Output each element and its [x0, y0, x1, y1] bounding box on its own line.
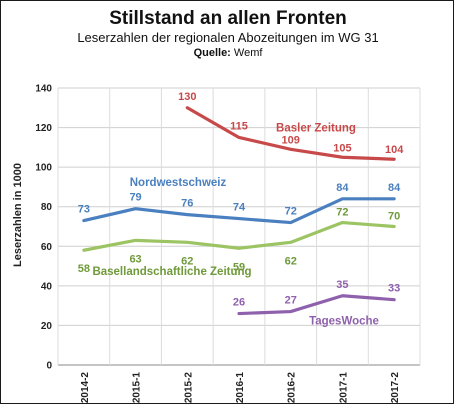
- y-tick-label: 120: [35, 123, 52, 134]
- data-label-basler-zeitung: 130: [178, 91, 196, 103]
- data-label-basellandschaftliche-zeitung: 59: [233, 261, 245, 273]
- data-label-nordwestschweiz: 76: [181, 198, 193, 210]
- data-label-nordwestschweiz: 74: [233, 202, 246, 214]
- y-tick-label: 60: [41, 242, 53, 253]
- series-name-tageswoche: TagesWoche: [309, 315, 379, 327]
- data-label-tageswoche: 35: [336, 279, 348, 291]
- x-tick-label: 2016-2: [287, 372, 298, 404]
- y-tick-label: 140: [35, 84, 52, 95]
- chart-title: Stillstand an allen Fronten: [109, 8, 347, 29]
- data-label-basler-zeitung: 109: [282, 134, 300, 146]
- source-value: Wemf: [230, 47, 263, 59]
- labels-layer: 130 115 109 105 104 Basler Zeitung 73 79 76 74 72 8…: [78, 91, 404, 328]
- chart-subtitle: Leserzahlen der regionalen Abozeitungen …: [77, 30, 379, 45]
- data-label-tageswoche: 26: [233, 297, 245, 309]
- data-label-basellandschaftliche-zeitung: 62: [285, 255, 297, 267]
- y-tick-label: 100: [35, 163, 52, 174]
- series-line-basler-zeitung: [185, 106, 396, 161]
- chart-source: Quelle: Wemf: [1, 46, 454, 60]
- x-tick-label: 2017-1: [338, 372, 349, 404]
- series-line-basellandschaftliche-zeitung: [82, 220, 396, 252]
- data-label-basler-zeitung: 105: [333, 142, 351, 154]
- y-axis-label: Leserzahlen in 1000: [12, 163, 24, 267]
- data-label-basellandschaftliche-zeitung: 62: [181, 255, 193, 267]
- series-name-nordwestschweiz: Nordwestschweiz: [130, 177, 227, 189]
- data-label-nordwestschweiz: 79: [129, 192, 141, 204]
- series-line-nordwestschweiz: [82, 197, 396, 225]
- y-tick-label: 80: [41, 202, 53, 213]
- x-tick-label: 2014-2: [80, 372, 91, 404]
- data-label-basler-zeitung: 104: [385, 144, 404, 156]
- series-layer: [82, 106, 396, 316]
- x-tick-label: 2017-2: [390, 372, 401, 404]
- series-line-tageswoche: [237, 294, 396, 316]
- data-label-basellandschaftliche-zeitung: 72: [336, 207, 348, 219]
- title-block: Stillstand an allen Fronten Leserzahlen …: [1, 7, 454, 60]
- data-label-basler-zeitung: 115: [230, 120, 248, 132]
- data-label-tageswoche: 33: [388, 283, 400, 295]
- data-label-basellandschaftliche-zeitung: 63: [129, 253, 141, 265]
- data-label-nordwestschweiz: 73: [78, 204, 90, 216]
- axes: 0 20 40 60 80 100 120 140 2014-2 2015-1 2015-2 2016…: [35, 84, 401, 404]
- data-label-basellandschaftliche-zeitung: 58: [78, 263, 90, 275]
- y-tick-label: 0: [46, 361, 52, 372]
- series-name-basler-zeitung: Basler Zeitung: [276, 123, 356, 135]
- data-label-basellandschaftliche-zeitung: 70: [388, 211, 400, 223]
- source-label: Quelle:: [193, 47, 231, 59]
- x-tick-label: 2015-1: [132, 372, 143, 404]
- data-label-tageswoche: 27: [285, 295, 297, 307]
- grid: [57, 87, 421, 366]
- x-tick-label: 2015-2: [183, 372, 194, 404]
- y-tick-label: 40: [41, 281, 53, 292]
- data-label-nordwestschweiz: 84: [388, 182, 401, 194]
- data-label-nordwestschweiz: 84: [336, 182, 349, 194]
- series-name-basellandschaftliche-zeitung: Basellandschaftliche Zeitung: [92, 266, 251, 278]
- x-tick-label: 2016-1: [235, 372, 246, 404]
- data-label-nordwestschweiz: 72: [285, 206, 297, 218]
- y-tick-label: 20: [41, 321, 53, 332]
